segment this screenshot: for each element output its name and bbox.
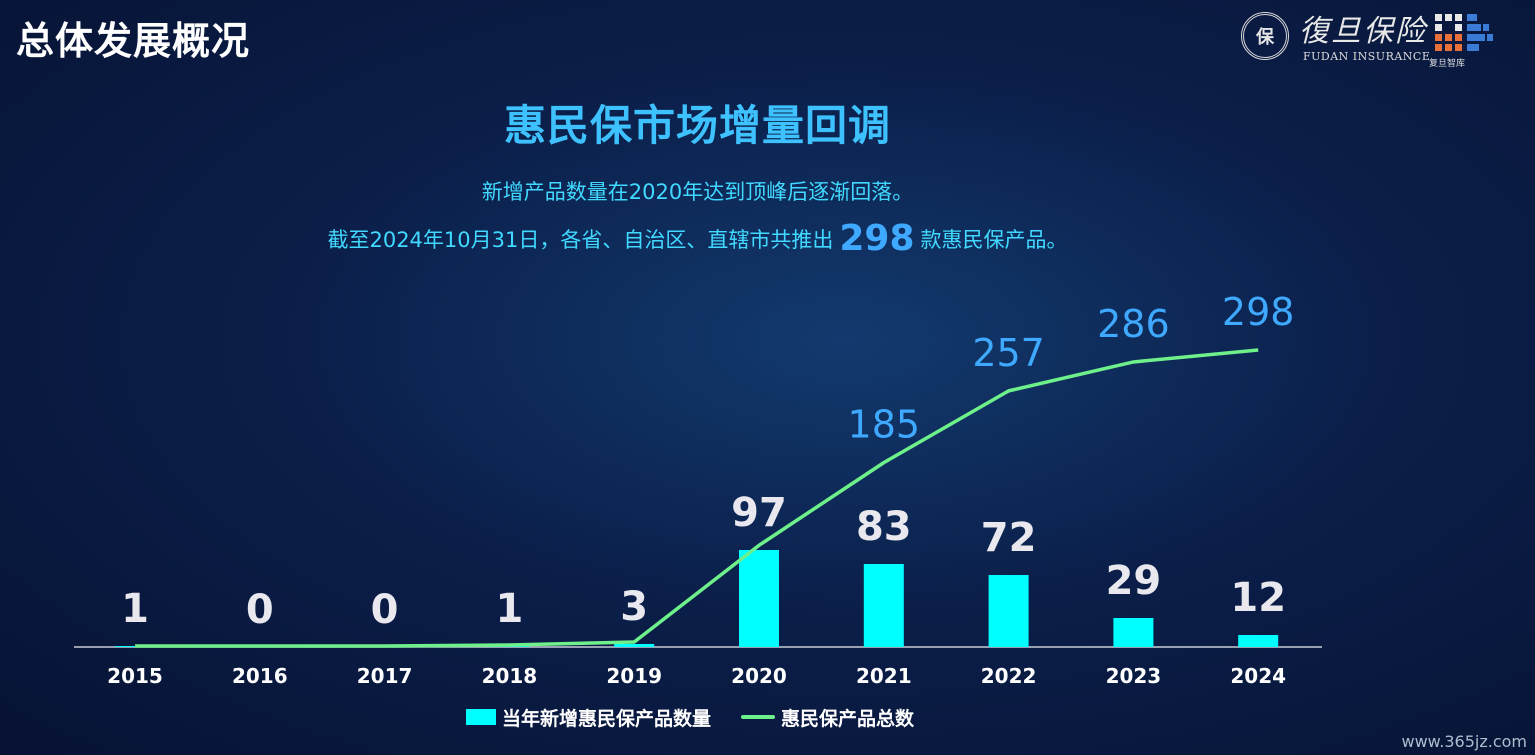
bar-value-label-2023: 29	[1106, 558, 1162, 604]
x-tick-label-2018: 2018	[482, 664, 538, 688]
x-tick-label-2020: 2020	[731, 664, 787, 688]
line-value-label-2024: 298	[1222, 290, 1295, 334]
bar-2023	[1113, 618, 1154, 647]
bar-value-label-2019: 3	[620, 584, 648, 630]
legend-bar-label: 当年新增惠民保产品数量	[502, 707, 712, 730]
brand-name-en: FUDAN INSURANCE	[1303, 50, 1431, 63]
bar-value-label-2016: 0	[246, 587, 274, 633]
bar-2021	[863, 564, 904, 647]
line-value-label-2022: 257	[972, 331, 1045, 375]
fudan-seal-logo: 保	[1241, 12, 1289, 60]
legend-line-swatch	[741, 715, 776, 719]
x-tick-label-2017: 2017	[357, 664, 413, 688]
subtitle-line-2-suffix: 款惠民保产品。	[920, 228, 1068, 252]
line-value-label-2021: 185	[848, 403, 921, 447]
x-tick-label-2024: 2024	[1230, 664, 1286, 688]
bar-2019	[614, 644, 655, 647]
bar-value-label-2022: 72	[981, 515, 1037, 561]
x-tick-label-2021: 2021	[856, 664, 912, 688]
x-tick-label-2019: 2019	[606, 664, 662, 688]
x-tick-label-2022: 2022	[981, 664, 1037, 688]
subtitle-line-2-prefix: 截至2024年10月31日，各省、自治区、直辖市共推出	[327, 228, 834, 252]
bar-2022	[988, 575, 1029, 647]
bar-value-label-2017: 0	[371, 587, 399, 633]
bar-value-label-2024: 12	[1230, 575, 1286, 621]
x-tick-label-2016: 2016	[232, 664, 288, 688]
bar-value-label-2021: 83	[856, 504, 912, 550]
line-value-label-2023: 286	[1097, 302, 1170, 346]
think-tank-logo	[1435, 14, 1493, 51]
bar-value-label-2018: 1	[495, 586, 523, 632]
bar-value-label-2015: 1	[121, 586, 149, 632]
brand-name-cn: 復旦保险	[1299, 14, 1427, 49]
chart-title: 惠民保市场增量回调	[503, 101, 891, 150]
bar-value-label-2020: 97	[731, 490, 787, 536]
subtitle-line-1: 新增产品数量在2020年达到顶峰后逐渐回落。	[481, 180, 914, 204]
logo-group: 保 復旦保险 FUDAN INSURANCE 复旦智库	[1241, 4, 1521, 69]
chart-legend: 当年新增惠民保产品数量 惠民保产品总数	[466, 704, 914, 730]
line-series-total	[135, 348, 1259, 648]
x-tick-label-2023: 2023	[1106, 664, 1162, 688]
x-tick-label-2015: 2015	[107, 664, 163, 688]
bar-2020	[739, 550, 779, 647]
legend-line-label: 惠民保产品总数	[781, 707, 915, 730]
watermark: www.365jz.com	[1401, 732, 1527, 751]
bar-2024	[1238, 635, 1279, 647]
section-title: 总体发展概况	[16, 19, 251, 63]
subtitle-line-2: 截至2024年10月31日，各省、自治区、直辖市共推出 298 款惠民保产品。	[0, 218, 1395, 259]
total-products-number: 298	[839, 218, 915, 259]
think-tank-name: 复旦智库	[1429, 59, 1466, 69]
legend-bar-swatch	[466, 709, 496, 725]
